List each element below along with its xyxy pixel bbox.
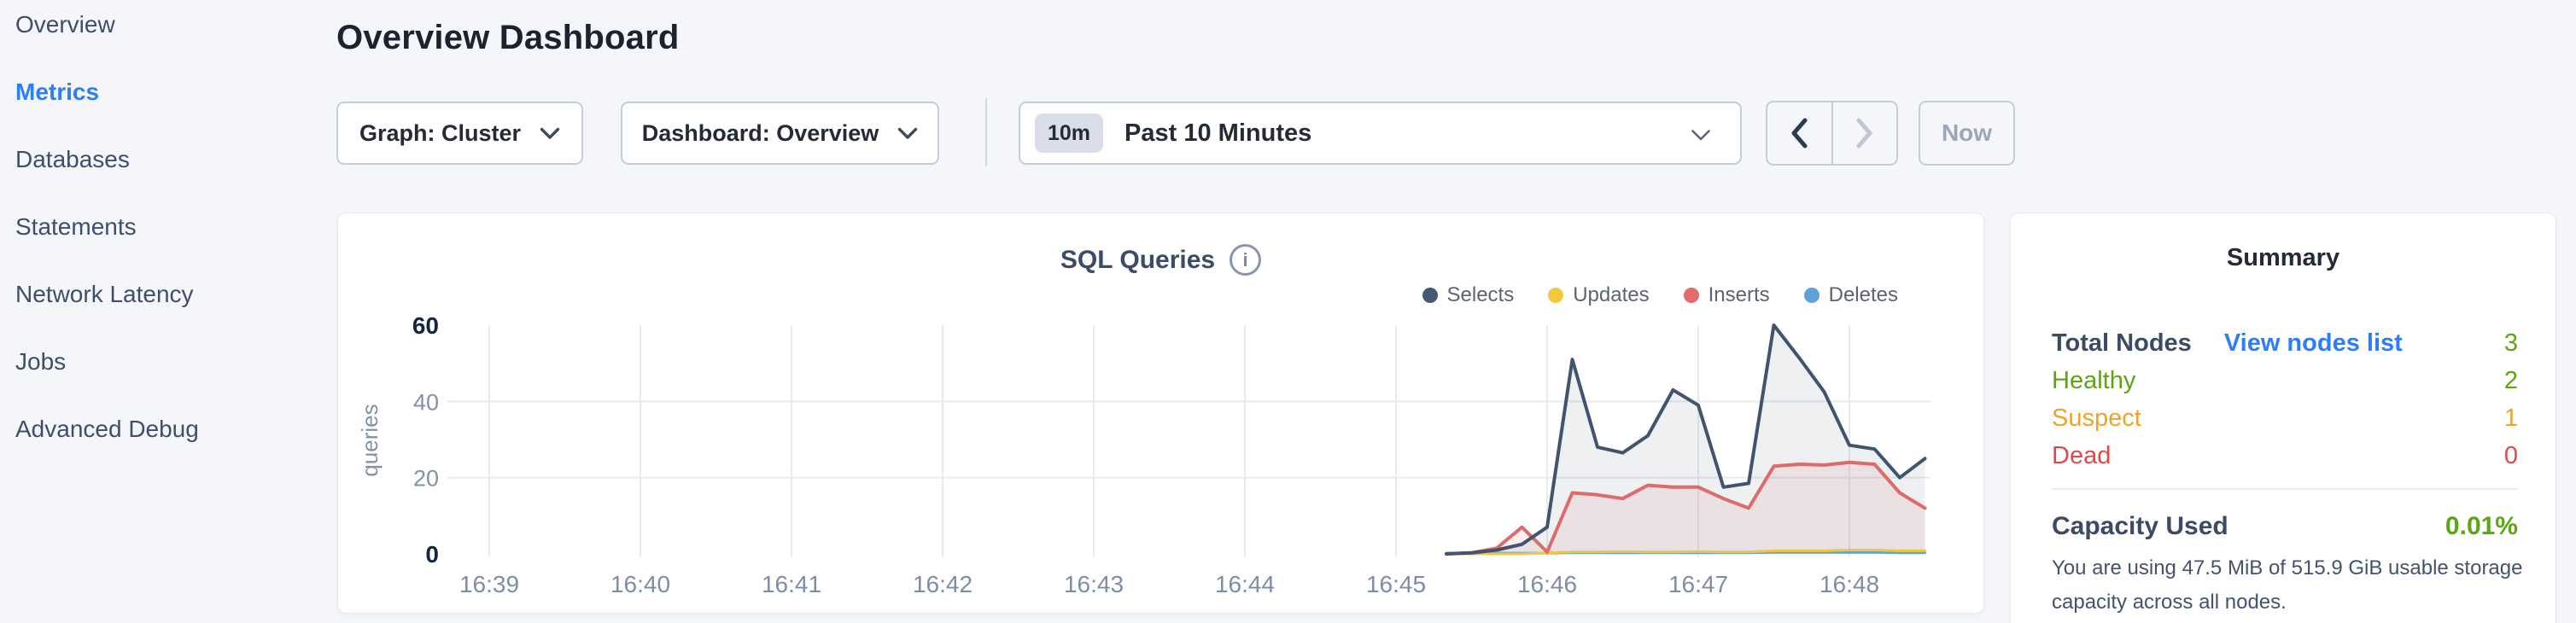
- legend-dot-icon: [1683, 288, 1699, 303]
- legend-label: Deletes: [1828, 283, 1898, 306]
- suspect-value: 1: [2503, 404, 2518, 432]
- sidebar-item-network-latency[interactable]: Network Latency: [15, 270, 324, 319]
- chart-title: SQL Queries: [1060, 245, 1216, 274]
- chevron-down-icon: [540, 127, 560, 139]
- healthy-value: 2: [2503, 366, 2518, 394]
- sql-queries-panel: SQL Queries i Selects Updates Inserts Delet…: [337, 213, 1984, 614]
- sidebar-item-statements[interactable]: Statements: [15, 202, 324, 252]
- graph-selector-label: Graph: Cluster: [359, 119, 522, 146]
- y-axis-tick-label: 0: [425, 541, 439, 568]
- x-axis-tick-label: 16:47: [1668, 571, 1728, 597]
- sidebar-item-label: Databases: [15, 146, 130, 172]
- dashboard-selector-label: Dashboard: Overview: [641, 119, 879, 146]
- inserts-area: [1446, 462, 1925, 554]
- capacity-description: You are using 47.5 MiB of 515.9 GiB usab…: [2052, 551, 2522, 620]
- inserts-line: [1445, 460, 1927, 556]
- x-axis-tick-label: 16:42: [913, 571, 973, 597]
- legend-dot-icon: [1803, 288, 1820, 303]
- y-axis-tick-label: 60: [412, 312, 439, 339]
- chart-legend: Selects Updates Inserts Deletes: [1422, 283, 1898, 307]
- dashboard-selector-dropdown[interactable]: Dashboard: Overview: [621, 102, 939, 165]
- now-button[interactable]: Now: [1919, 101, 2015, 166]
- legend-item-inserts[interactable]: Inserts: [1683, 283, 1770, 307]
- summary-title: Summary: [2226, 244, 2340, 271]
- selects-line: [1445, 323, 1927, 556]
- previous-time-window-button[interactable]: [1767, 102, 1833, 164]
- chevron-down-icon: [1691, 130, 1710, 141]
- dead-label: Dead: [2052, 441, 2112, 469]
- x-axis-tick-label: 16:48: [1820, 571, 1879, 597]
- summary-divider: [2052, 488, 2518, 490]
- capacity-used-row: Capacity Used 0.01%: [2052, 508, 2518, 545]
- healthy-label: Healthy: [2052, 366, 2136, 394]
- total-nodes-value: 3: [2503, 329, 2518, 357]
- legend-item-deletes[interactable]: Deletes: [1803, 283, 1898, 307]
- sidebar-item-label: Advanced Debug: [15, 416, 199, 442]
- page-title: Overview Dashboard: [336, 19, 680, 56]
- legend-label: Inserts: [1708, 283, 1770, 306]
- dead-value: 0: [2503, 441, 2518, 469]
- sidebar-item-label: Metrics: [15, 79, 100, 105]
- x-axis-tick-label: 16:40: [610, 571, 670, 597]
- legend-label: Selects: [1446, 283, 1515, 306]
- legend-dot-icon: [1422, 288, 1438, 303]
- healthy-nodes-row: Healthy 2: [2052, 362, 2518, 399]
- y-axis-tick-label: 20: [413, 466, 439, 492]
- x-axis-tick-label: 16:44: [1215, 571, 1275, 597]
- sidebar-item-advanced-debug[interactable]: Advanced Debug: [15, 405, 324, 454]
- sidebar-item-jobs[interactable]: Jobs: [15, 337, 324, 387]
- legend-label: Updates: [1573, 283, 1650, 306]
- legend-item-selects[interactable]: Selects: [1422, 283, 1515, 307]
- sidebar-item-label: Network Latency: [15, 281, 194, 307]
- total-nodes-label: Total Nodes: [2052, 329, 2192, 357]
- info-icon[interactable]: i: [1230, 244, 1262, 276]
- selects-area: [1446, 325, 1925, 554]
- view-nodes-list-link[interactable]: View nodes list: [2223, 329, 2403, 357]
- capacity-used-label: Capacity Used: [2052, 512, 2228, 540]
- x-axis-tick-label: 16:46: [1517, 571, 1577, 597]
- next-time-window-button[interactable]: [1833, 102, 1897, 164]
- sidebar: Overview Metrics Databases Statements Ne…: [0, 0, 324, 623]
- x-axis-tick-label: 16:43: [1064, 571, 1124, 597]
- toolbar-divider: [985, 98, 987, 166]
- capacity-description-line: capacity across all nodes.: [2052, 591, 2287, 614]
- sidebar-item-metrics[interactable]: Metrics: [15, 67, 324, 117]
- time-step-buttons: [1766, 101, 1898, 166]
- chevron-down-icon: [898, 127, 918, 139]
- suspect-label: Suspect: [2052, 404, 2141, 432]
- time-window-label: Past 10 Minutes: [1124, 119, 1312, 147]
- y-axis-label: queries: [357, 404, 383, 476]
- x-axis-tick-label: 16:39: [459, 571, 519, 597]
- x-axis-tick-label: 16:41: [762, 571, 821, 597]
- time-window-badge: 10m: [1035, 114, 1104, 153]
- legend-dot-icon: [1548, 288, 1564, 303]
- sidebar-item-databases[interactable]: Databases: [15, 135, 324, 184]
- total-nodes-row: Total Nodes View nodes list 3: [2052, 324, 2518, 362]
- sql-queries-chart[interactable]: 16:39 16:40 16:41 16:42 16:43 16:44 16:45 16:46…: [338, 213, 1985, 614]
- sidebar-item-label: Jobs: [15, 348, 67, 375]
- y-axis-tick-label: 40: [413, 389, 439, 415]
- chevron-left-icon: [1791, 118, 1808, 148]
- capacity-description-line: You are using 47.5 MiB of 515.9 GiB usab…: [2052, 556, 2523, 579]
- sidebar-item-label: Statements: [15, 213, 137, 240]
- updates-line: [1445, 549, 1926, 556]
- graph-selector-dropdown[interactable]: Graph: Cluster: [336, 102, 583, 165]
- suspect-nodes-row: Suspect 1: [2052, 399, 2518, 437]
- x-axis-tick-label: 16:45: [1366, 571, 1426, 597]
- time-window-dropdown[interactable]: 10m Past 10 Minutes: [1019, 102, 1742, 165]
- sidebar-item-overview[interactable]: Overview: [15, 0, 324, 49]
- chart-title-row: SQL Queries i: [338, 244, 1983, 276]
- dead-nodes-row: Dead 0: [2052, 437, 2518, 475]
- chevron-right-icon: [1856, 118, 1872, 148]
- sidebar-item-label: Overview: [15, 11, 115, 38]
- capacity-used-value: 0.01%: [2445, 512, 2518, 540]
- legend-item-updates[interactable]: Updates: [1548, 283, 1650, 307]
- summary-panel: Summary Total Nodes View nodes list 3 He…: [2010, 213, 2556, 623]
